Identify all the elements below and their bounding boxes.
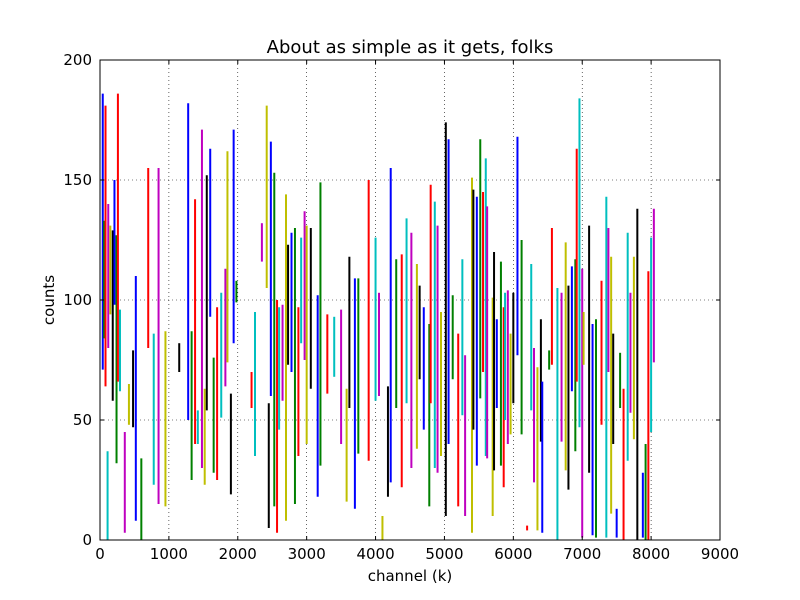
x-tick-label: 2000 [219,545,257,563]
y-tick-labels: 0 50 100 150 200 [63,51,92,549]
x-tick-label: 9000 [701,545,739,563]
x-tick-label: 6000 [494,545,532,563]
y-tick-label: 50 [73,411,92,429]
y-tick-label: 200 [63,51,92,69]
y-axis-label: counts [40,275,58,325]
x-axis-label: channel (k) [368,567,453,585]
x-tick-label: 0 [95,545,105,563]
x-tick-labels: 0 1000 2000 3000 4000 5000 6000 7000 8000 9000 [95,545,739,563]
x-tick-label: 3000 [288,545,326,563]
data-segments [101,93,655,540]
x-tick-label: 8000 [632,545,670,563]
y-tick-label: 150 [63,171,92,189]
chart-title: About as simple as it gets, folks [267,37,554,58]
x-tick-label: 7000 [563,545,601,563]
x-tick-label: 5000 [425,545,463,563]
ticks [99,59,721,541]
y-tick-label: 0 [82,531,92,549]
x-tick-label: 4000 [356,545,394,563]
x-tick-label: 1000 [150,545,188,563]
y-tick-label: 100 [63,291,92,309]
